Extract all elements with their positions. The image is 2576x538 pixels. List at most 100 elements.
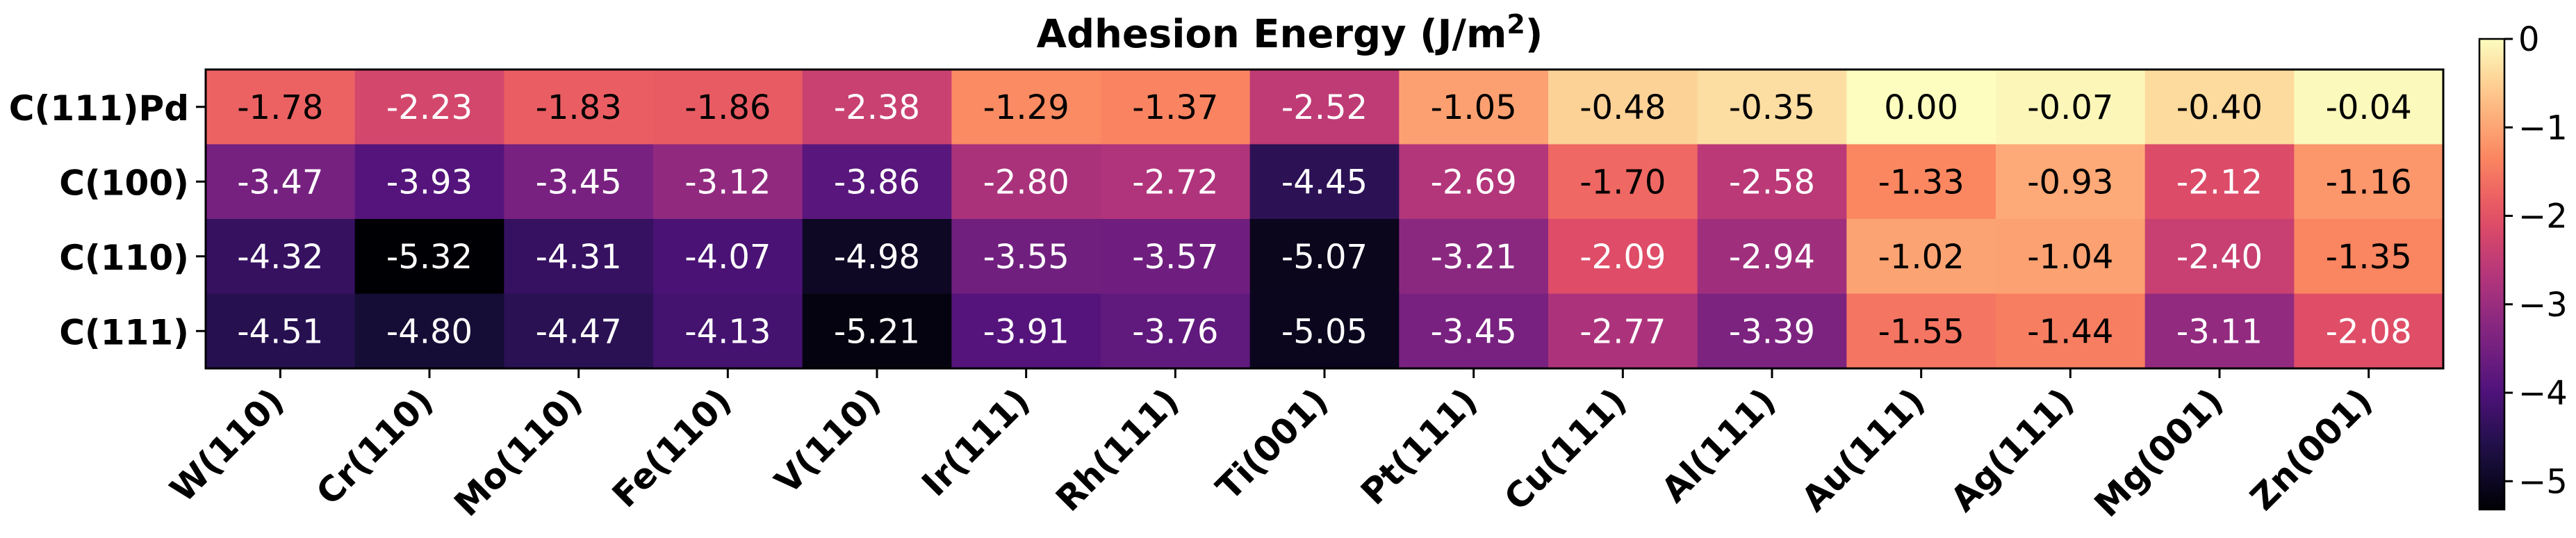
cell-value-label: -2.69 bbox=[1431, 163, 1517, 202]
heatmap-cell bbox=[951, 144, 1101, 220]
column-label: Au(111) bbox=[1794, 380, 1933, 519]
heatmap-cell bbox=[951, 219, 1101, 294]
heatmap-cell bbox=[1697, 70, 1847, 145]
heatmap-cell bbox=[802, 293, 952, 369]
heatmap-cell bbox=[1249, 293, 1400, 369]
heatmap-cell bbox=[2294, 70, 2444, 145]
cell-value-label: -0.93 bbox=[2027, 163, 2113, 202]
column-label: Ti(001) bbox=[1208, 380, 1336, 507]
heatmap-cell bbox=[354, 219, 504, 294]
heatmap-cell bbox=[504, 219, 654, 294]
column-label: Cr(110) bbox=[309, 380, 441, 513]
colorbar-tick-label: −2 bbox=[2518, 197, 2568, 236]
heatmap-cell bbox=[1996, 293, 2146, 369]
chart-title: Adhesion Energy (J/m2) bbox=[1037, 9, 1543, 57]
cell-value-label: -1.02 bbox=[1878, 238, 1964, 277]
cell-value-label: -2.94 bbox=[1729, 238, 1815, 277]
cell-value-label: -4.47 bbox=[536, 312, 622, 351]
colorbar-tick-label: −5 bbox=[2518, 462, 2568, 501]
colorbar-tick-label: −4 bbox=[2518, 374, 2568, 413]
cell-value-label: -2.09 bbox=[1580, 238, 1666, 277]
cell-value-label: -4.80 bbox=[386, 312, 473, 351]
cell-value-label: -2.72 bbox=[1132, 163, 1218, 202]
heatmap-cell bbox=[1249, 70, 1400, 145]
heatmap-cell bbox=[1399, 70, 1549, 145]
cell-value-label: -2.40 bbox=[2176, 238, 2263, 277]
heatmap-cell bbox=[2144, 70, 2295, 145]
cell-value-label: -4.07 bbox=[684, 238, 771, 277]
heatmap-cell bbox=[951, 293, 1101, 369]
heatmap-cell bbox=[2144, 219, 2295, 294]
cell-value-label: -4.13 bbox=[684, 312, 771, 351]
cell-value-label: -2.52 bbox=[1281, 88, 1368, 127]
cell-value-label: -3.47 bbox=[237, 163, 323, 202]
column-label: Mo(110) bbox=[447, 380, 591, 524]
heatmap-cell bbox=[1548, 293, 1698, 369]
cell-value-label: -1.37 bbox=[1132, 88, 1218, 127]
cell-value-label: -5.21 bbox=[834, 312, 920, 351]
heatmap-cell bbox=[354, 70, 504, 145]
chart-title-superscript: 2 bbox=[1507, 9, 1525, 40]
cell-value-label: -3.11 bbox=[2176, 312, 2263, 351]
cell-value-label: -1.83 bbox=[536, 88, 622, 127]
heatmap-cell bbox=[1399, 219, 1549, 294]
column-label: Cu(111) bbox=[1497, 380, 1634, 518]
cell-value-label: -1.44 bbox=[2027, 312, 2113, 351]
cell-value-label: -1.04 bbox=[2027, 238, 2113, 277]
colorbar-gradient bbox=[2479, 39, 2504, 510]
cell-value-label: -3.86 bbox=[834, 163, 920, 202]
row-label: C(111)Pd bbox=[9, 88, 189, 129]
cell-value-label: -4.98 bbox=[834, 238, 920, 277]
chart-title-main: Adhesion Energy (J/m bbox=[1037, 12, 1507, 57]
heatmap-cell bbox=[2294, 293, 2444, 369]
colorbar-tick-label: 0 bbox=[2518, 20, 2540, 59]
cell-value-label: -3.12 bbox=[684, 163, 771, 202]
heatmap-cell bbox=[802, 144, 952, 220]
heatmap-cell bbox=[206, 144, 356, 220]
cell-value-label: -0.48 bbox=[1580, 88, 1666, 127]
row-labels: C(111)Pd C(100) C(110) C(111) bbox=[9, 88, 206, 352]
heatmap-cell bbox=[1846, 70, 1996, 145]
colorbar-tick-label: −3 bbox=[2518, 286, 2568, 325]
heatmap-cell bbox=[802, 70, 952, 145]
heatmap-cell bbox=[206, 70, 356, 145]
heatmap-cell bbox=[653, 219, 803, 294]
heatmap-cell bbox=[1697, 219, 1847, 294]
cell-value-label: -1.78 bbox=[237, 88, 323, 127]
heatmap-cell bbox=[1101, 219, 1251, 294]
row-label: C(111) bbox=[59, 312, 189, 352]
heatmap-cell bbox=[504, 70, 654, 145]
heatmap-cells bbox=[206, 70, 2444, 369]
heatmap-cell bbox=[1697, 144, 1847, 220]
cell-value-label: -1.33 bbox=[1878, 163, 1964, 202]
heatmap-cell bbox=[1101, 293, 1251, 369]
cell-value-label: 0.00 bbox=[1884, 88, 1958, 127]
cell-value-label: -5.07 bbox=[1281, 238, 1368, 277]
heatmap-cell bbox=[1996, 70, 2146, 145]
heatmap-cell bbox=[1697, 293, 1847, 369]
column-labels: W(110) Cr(110) Mo(110) Fe(110) V(110) Ir(111)… bbox=[163, 368, 2380, 525]
heatmap-cell bbox=[653, 144, 803, 220]
row-label: C(100) bbox=[59, 163, 189, 203]
heatmap-cell bbox=[1996, 219, 2146, 294]
cell-value-label: -3.57 bbox=[1132, 238, 1218, 277]
cell-value-label: -3.91 bbox=[983, 312, 1069, 351]
heatmap-cell bbox=[653, 70, 803, 145]
cell-value-label: -4.32 bbox=[237, 238, 323, 277]
column-label: V(110) bbox=[767, 380, 889, 502]
heatmap-cell bbox=[1996, 144, 2146, 220]
heatmap-cell bbox=[2294, 144, 2444, 220]
cell-value-label: -1.86 bbox=[684, 88, 771, 127]
cell-value-label: -3.55 bbox=[983, 238, 1069, 277]
column-label: Ir(111) bbox=[914, 380, 1037, 504]
cell-value-label: -1.29 bbox=[983, 88, 1069, 127]
cell-value-label: -3.93 bbox=[386, 163, 473, 202]
column-label: Ag(111) bbox=[1943, 380, 2082, 519]
cell-value-label: -2.80 bbox=[983, 163, 1069, 202]
column-label: Al(111) bbox=[1654, 380, 1784, 510]
cell-value-label: -3.39 bbox=[1729, 312, 1815, 351]
column-label: Fe(110) bbox=[605, 380, 739, 515]
cell-value-label: -4.51 bbox=[237, 312, 323, 351]
heatmap-cell bbox=[1846, 144, 1996, 220]
